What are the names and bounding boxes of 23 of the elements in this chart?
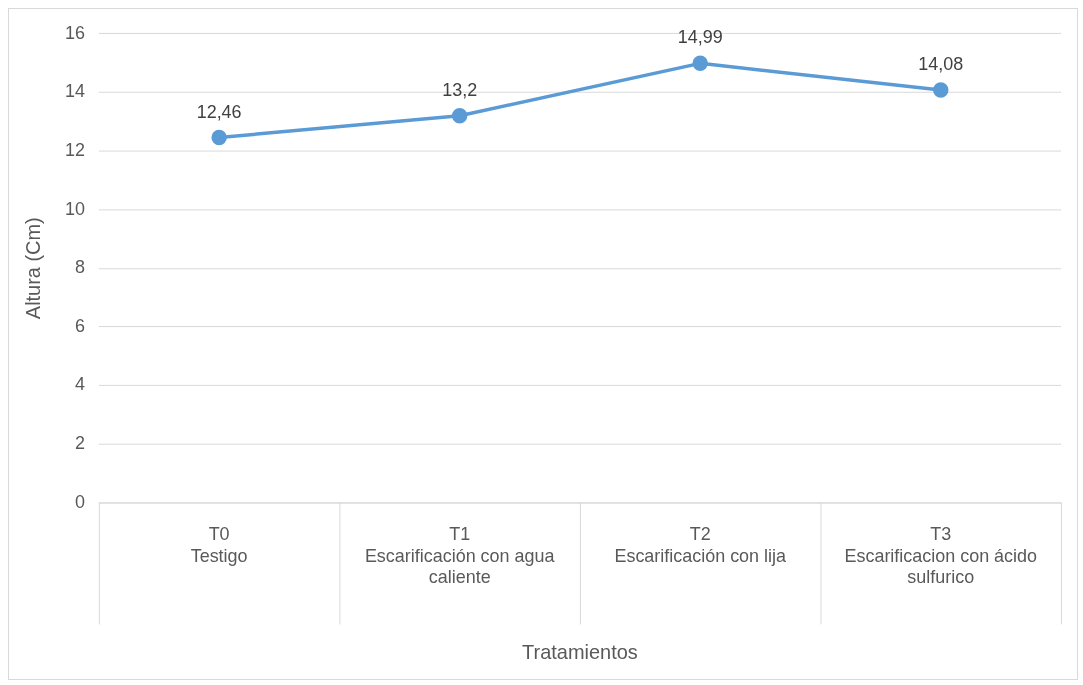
y-tick-label: 2 <box>74 433 85 454</box>
x-tick-label: T0 Testigo <box>190 524 248 566</box>
data-label: 14,08 <box>918 54 964 75</box>
y-tick-label: 10 <box>64 198 85 219</box>
y-tick-label: 12 <box>64 139 85 160</box>
x-axis-title: Tratamientos <box>522 640 638 663</box>
y-tick-label: 4 <box>74 374 85 395</box>
data-label: 12,46 <box>196 101 242 122</box>
y-tick-label: 6 <box>74 315 85 336</box>
point <box>211 129 227 146</box>
y-tick-label: 8 <box>74 257 85 278</box>
y-tick-label: 16 <box>64 22 85 43</box>
x-tick-label: T3 Escarificacion con ácido sulfurico <box>844 524 1038 588</box>
y-axis-title: Altura (Cm) <box>22 217 45 320</box>
y-tick-label: 14 <box>64 81 85 102</box>
point <box>933 82 949 98</box>
data-label: 13,2 <box>442 79 478 100</box>
x-tick-label: T2 Escarificación con lija <box>614 524 787 566</box>
x-tick-label: T1 Escarificación con agua caliente <box>364 524 555 588</box>
point <box>451 108 468 124</box>
y-tick-label: 0 <box>74 491 85 512</box>
point <box>692 55 708 72</box>
data-label: 14,99 <box>677 27 723 48</box>
